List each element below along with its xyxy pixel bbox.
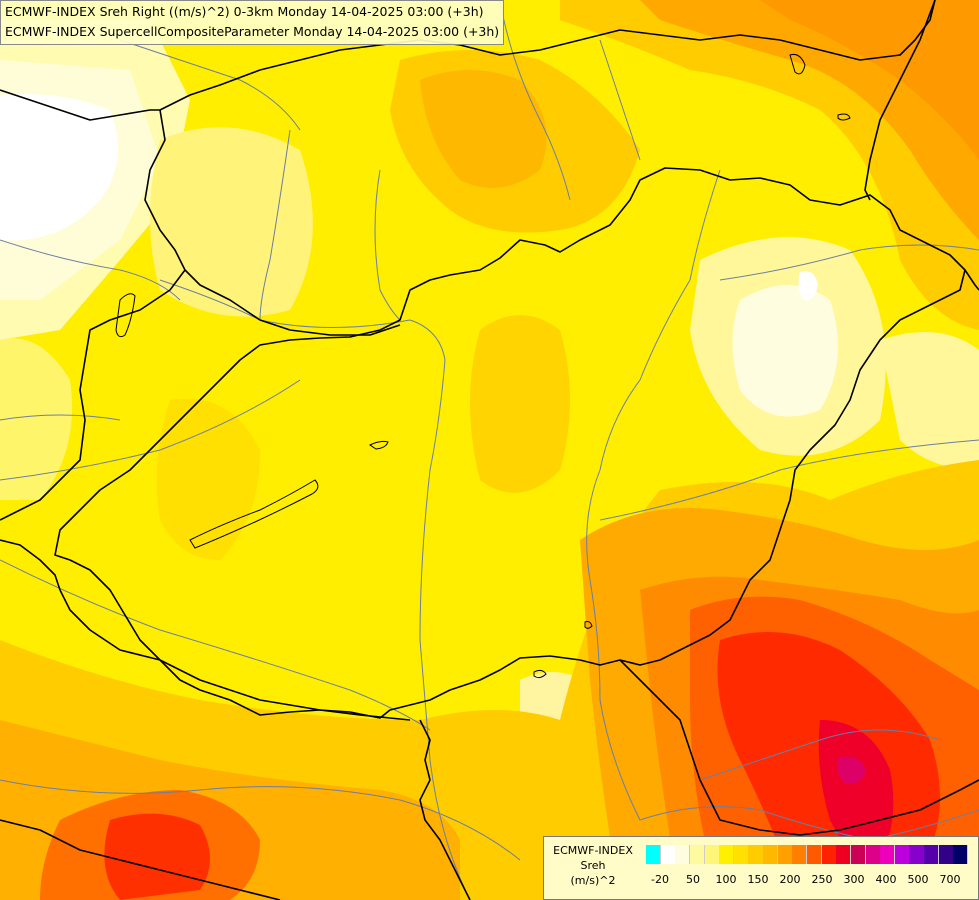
river-danube	[159, 279, 471, 900]
border-ukraine	[864, 0, 936, 201]
border-bosnia-south	[0, 819, 281, 900]
river-vah	[259, 129, 291, 321]
lake-south-2	[584, 621, 593, 629]
lake-north-2	[837, 113, 851, 121]
river-tisza	[586, 169, 721, 821]
border-serbia-romania	[619, 659, 979, 836]
lake-velence	[369, 440, 389, 450]
color-legend: ECMWF-INDEX Sreh (m/s)^2 -20 50 100 150 200 2…	[543, 836, 979, 900]
legend-swatch	[763, 845, 779, 864]
river-north-2	[599, 39, 641, 161]
magenta-spot-southeast	[837, 756, 866, 785]
lake-neusiedl	[115, 293, 136, 338]
river-north-1	[499, 0, 571, 201]
pale-field-west-edge	[0, 338, 72, 500]
orange-field-center	[470, 315, 570, 493]
border-austria	[0, 89, 160, 121]
legend-swatch	[704, 845, 720, 864]
orange-field-northeast-core	[760, 0, 979, 160]
river-mures	[599, 439, 979, 521]
legend-swatch	[807, 845, 823, 864]
river-hron	[374, 169, 401, 321]
legend-swatch	[938, 845, 954, 864]
legend-tick-label: 700	[939, 873, 961, 886]
legend-swatch	[880, 845, 896, 864]
legend-swatch	[953, 845, 969, 864]
legend-swatch	[894, 845, 910, 864]
river-somes	[719, 244, 979, 281]
legend-tick-label: 50	[686, 873, 700, 886]
legend-tick-label: 150	[747, 873, 769, 886]
legend-unit: (m/s)^2	[570, 874, 616, 887]
light-field-north	[150, 127, 313, 317]
legend-swatch	[719, 845, 735, 864]
legend-tick-label: 500	[907, 873, 929, 886]
border-slovakia-north	[159, 0, 936, 111]
legend-swatch	[836, 845, 852, 864]
legend-tick-label: 300	[843, 873, 865, 886]
map-title-box: ECMWF-INDEX Sreh Right ((m/s)^2) 0-3km M…	[0, 0, 505, 45]
legend-swatch	[924, 845, 940, 864]
legend-tick-label: 400	[875, 873, 897, 886]
title-line-supercell: ECMWF-INDEX SupercellCompositeParameter …	[5, 24, 500, 39]
legend-swatch	[733, 845, 749, 864]
legend-swatch	[675, 845, 691, 864]
white-spot-northeast	[798, 271, 818, 301]
river-drava	[0, 559, 431, 731]
legend-tick-label: 250	[811, 873, 833, 886]
border-croatia-bosnia	[59, 589, 411, 721]
legend-swatch	[850, 845, 867, 864]
river-raba	[0, 379, 301, 481]
river-west-1	[0, 414, 121, 421]
legend-tick-label: 200	[779, 873, 801, 886]
white-field-northeast-hungary	[732, 285, 838, 417]
white-field-northwest	[0, 94, 118, 241]
legend-tick-label: 100	[715, 873, 737, 886]
river-south-serbia	[699, 729, 941, 781]
crimson-field-southeast	[818, 720, 894, 860]
river-morava	[0, 239, 181, 301]
river-danube-east	[639, 806, 979, 841]
border-hungary	[54, 167, 966, 719]
legend-swatch	[792, 845, 808, 864]
legend-swatch	[909, 845, 925, 864]
red-field-southwest	[104, 813, 210, 900]
legend-swatch	[748, 845, 764, 864]
border-slovenia-croatia	[0, 539, 61, 591]
legend-swatch	[689, 845, 706, 864]
legend-swatch	[865, 845, 881, 864]
legend-swatch	[777, 845, 793, 864]
lake-balaton	[189, 479, 319, 549]
lake-south-1	[533, 669, 547, 679]
border-croatia-serbia	[419, 719, 471, 900]
pale-field-east	[880, 332, 979, 470]
legend-swatch	[660, 845, 676, 864]
lake-north-1	[789, 54, 806, 75]
legend-swatch	[821, 845, 837, 864]
legend-title: ECMWF-INDEX	[553, 844, 633, 857]
border-austria-hungary	[0, 269, 186, 521]
legend-tick-label: -20	[651, 873, 669, 886]
river-sava	[0, 779, 521, 861]
orange-field-north-inner	[420, 70, 547, 188]
legend-variable: Sreh	[580, 859, 606, 872]
border-slovakia-west	[144, 109, 401, 336]
border-romania-east	[964, 269, 979, 291]
river-north-3	[119, 39, 301, 131]
title-line-sreh: ECMWF-INDEX Sreh Right ((m/s)^2) 0-3km M…	[5, 4, 484, 19]
legend-swatch	[646, 845, 662, 864]
